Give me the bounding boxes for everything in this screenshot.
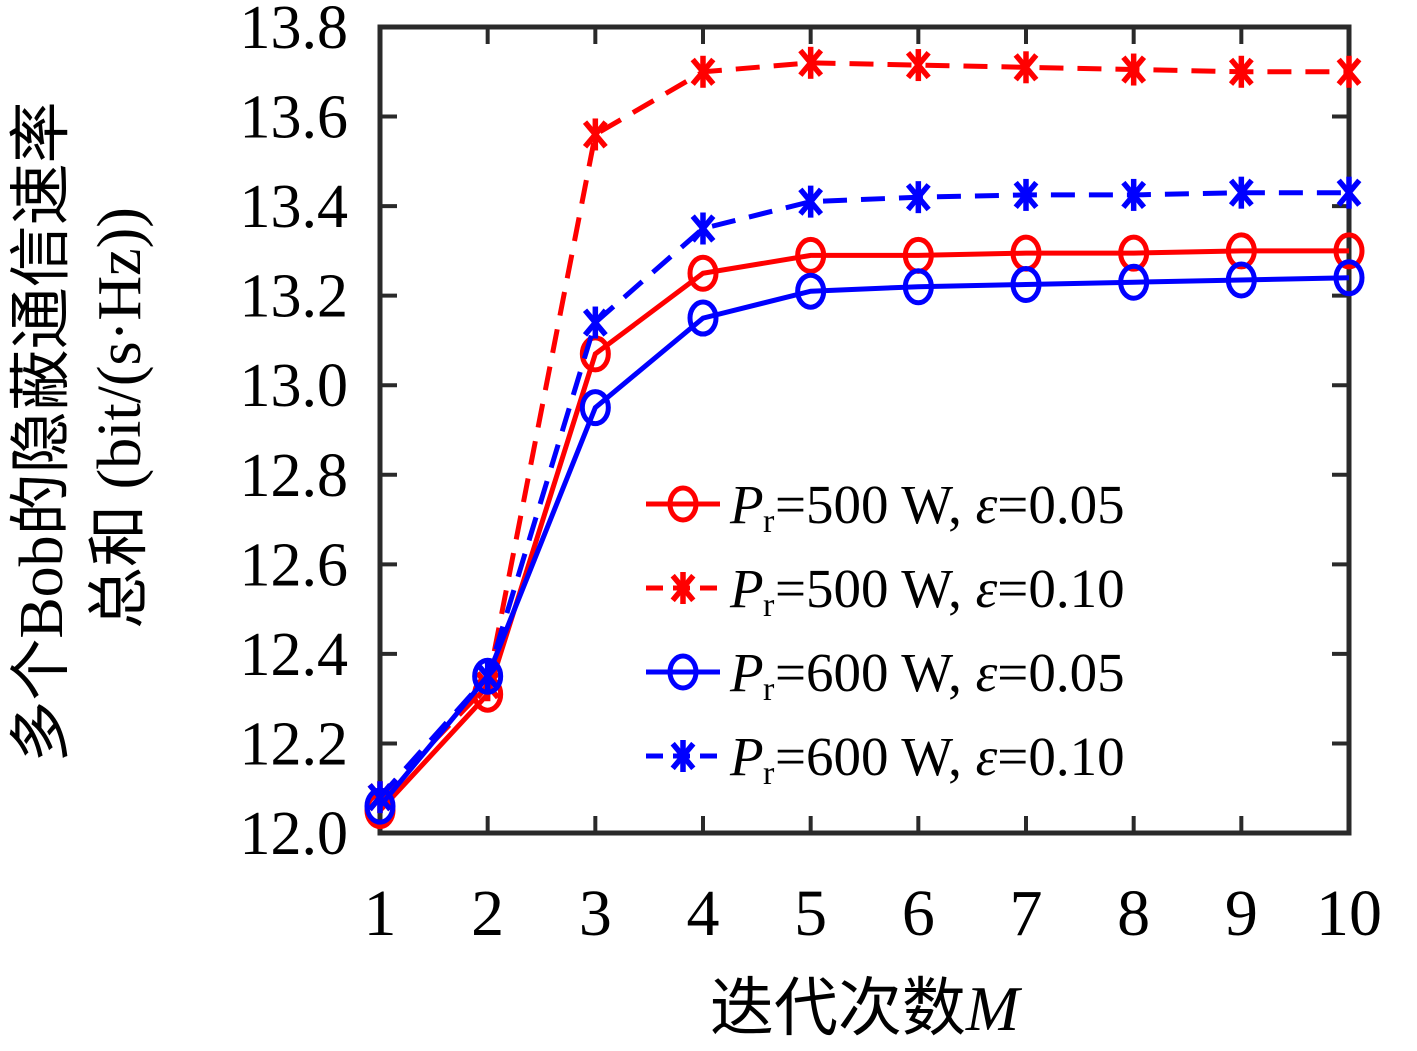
x-tick-label: 10	[1316, 877, 1382, 950]
plot-border	[377, 24, 1352, 836]
asterisk-marker	[367, 783, 393, 812]
asterisk-marker	[475, 662, 501, 691]
circle-marker	[1225, 232, 1257, 270]
y-tick-label: 12.4	[240, 621, 349, 689]
y-tick-label: 13.6	[240, 84, 349, 152]
circle-marker	[1225, 261, 1257, 299]
circle-marker	[687, 299, 719, 337]
circle-marker	[1118, 263, 1150, 301]
x-tick-label: 5	[794, 877, 827, 950]
asterisk-marker	[1336, 57, 1362, 86]
legend-item: Pr=500 W, ε=0.05	[644, 462, 1125, 546]
y-tick-label: 12.6	[240, 531, 349, 599]
x-tick-label: 7	[1010, 877, 1043, 950]
series-line	[378, 275, 1350, 808]
legend-item: Pr=600 W, ε=0.05	[644, 630, 1125, 714]
y-tick-label: 13.4	[240, 173, 349, 241]
asterisk-marker	[582, 308, 608, 337]
legend-line-sample	[646, 485, 720, 523]
circle-marker	[1010, 265, 1042, 303]
circle-marker	[902, 268, 934, 306]
x-axis-label: 迭代次数M	[710, 973, 1023, 1044]
circle-marker	[579, 389, 611, 427]
circle-marker	[687, 254, 719, 292]
y-tick-label: 12.2	[240, 710, 349, 778]
legend-label: Pr=600 W, ε=0.10	[730, 725, 1125, 793]
asterisk-marker	[1228, 178, 1254, 207]
y-tick-label: 12.8	[240, 442, 349, 510]
circle-marker	[795, 236, 827, 274]
legend-label: Pr=600 W, ε=0.05	[730, 641, 1125, 709]
y-tick-label: 12.0	[240, 800, 349, 868]
circle-marker	[795, 272, 827, 310]
asterisk-marker	[905, 50, 931, 80]
asterisk-marker	[1336, 178, 1362, 207]
circle-marker	[1333, 232, 1365, 270]
asterisk-marker	[1121, 180, 1147, 209]
circle-marker	[1118, 234, 1150, 272]
series-3	[367, 176, 1362, 814]
asterisk-marker	[798, 48, 824, 77]
asterisk-marker	[798, 187, 824, 216]
legend-line-sample	[646, 740, 720, 772]
asterisk-marker	[1013, 53, 1039, 82]
legend-item: Pr=500 W, ε=0.10	[644, 546, 1125, 630]
legend-label: Pr=500 W, ε=0.10	[730, 557, 1125, 625]
legend: Pr=500 W, ε=0.05 Pr=500 W, ε=0.10 Pr=600 W…	[644, 462, 1125, 798]
circle-marker	[667, 485, 699, 523]
y-tick-label: 13.8	[240, 0, 349, 62]
asterisk-marker	[905, 183, 931, 212]
asterisk-marker	[1228, 57, 1254, 86]
x-tick-label: 6	[902, 877, 935, 950]
asterisk-marker	[670, 741, 696, 771]
x-tick-label: 8	[1117, 877, 1150, 950]
y-axis-label-line1: 多个Bob的隐蔽通信速率	[8, 101, 76, 762]
asterisk-marker	[670, 573, 696, 603]
x-tick-label: 4	[687, 877, 720, 950]
y-axis-label-line2: 总和 (bit/(s·Hz))	[86, 207, 154, 629]
series-1	[367, 46, 1362, 814]
circle-marker	[667, 653, 699, 691]
asterisk-marker	[1121, 55, 1147, 84]
asterisk-marker	[582, 120, 608, 149]
y-tick-label: 13.0	[240, 352, 349, 420]
x-tick-label: 9	[1225, 877, 1258, 950]
circle-marker	[1333, 259, 1365, 297]
series-line	[378, 248, 1349, 813]
series-line	[378, 60, 1349, 799]
asterisk-marker	[690, 57, 716, 86]
legend-line-sample	[646, 653, 720, 691]
x-tick-label: 1	[364, 877, 397, 950]
x-tick-label: 3	[579, 877, 612, 950]
series-line	[378, 190, 1349, 799]
legend-item: Pr=600 W, ε=0.10	[644, 714, 1125, 798]
legend-line-sample	[646, 572, 720, 604]
x-tick-label: 2	[471, 877, 504, 950]
asterisk-marker	[690, 214, 716, 243]
legend-label: Pr=500 W, ε=0.05	[730, 473, 1125, 541]
y-tick-label: 13.2	[240, 263, 349, 331]
asterisk-marker	[1013, 180, 1039, 209]
